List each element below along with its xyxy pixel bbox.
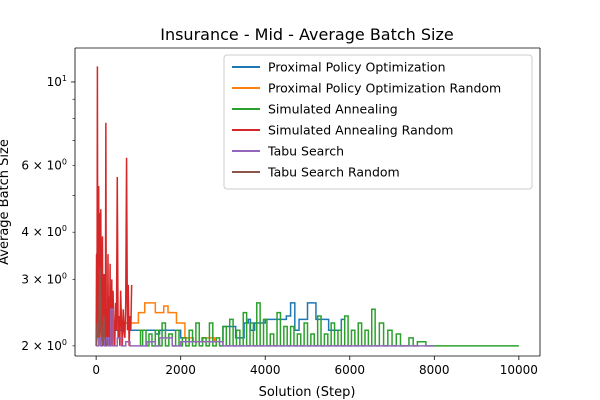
x-tick-label-5: 10000 — [500, 363, 538, 377]
series-line-5 — [95, 268, 108, 346]
series-line-4 — [96, 308, 435, 347]
y-tick-label-y_minor_ticks-3: 6 × 100 — [21, 158, 67, 173]
x-axis-label: Solution (Step) — [259, 385, 356, 400]
legend: Proximal Policy Optimization Proximal Pol… — [223, 54, 533, 190]
x-tick-label-4: 8000 — [419, 363, 450, 377]
y-tick-base: 6 × 10 — [21, 159, 62, 173]
y-tick-exponent: 0 — [62, 271, 67, 280]
y-tick-exponent: 0 — [62, 158, 67, 167]
chart-title: Insurance - Mid - Average Batch Size — [160, 25, 454, 44]
x-tick-label-2: 4000 — [250, 363, 281, 377]
y-axis-label: Average Batch Size — [0, 139, 12, 265]
legend-label-1: Proximal Policy Optimization Random — [268, 81, 501, 96]
legend-label-0: Proximal Policy Optimization — [268, 60, 446, 75]
y-tick-base: 2 × 10 — [21, 339, 62, 353]
legend-label-4: Tabu Search — [267, 144, 344, 159]
series-layer — [95, 66, 519, 347]
x-tick-label-3: 6000 — [334, 363, 365, 377]
y-tick-exponent: 1 — [62, 74, 67, 83]
y-tick-label-y_major_ticks-0: 101 — [47, 74, 67, 89]
y-tick-label-y_minor_ticks-1: 3 × 100 — [21, 271, 67, 286]
series-line-3 — [95, 66, 133, 346]
y-tick-label-y_minor_ticks-0: 2 × 100 — [21, 338, 67, 353]
y-tick-exponent: 0 — [62, 224, 67, 233]
legend-box — [223, 54, 533, 190]
y-tick-base: 4 × 10 — [21, 225, 62, 239]
y-tick-base: 3 × 10 — [21, 272, 62, 286]
x-tick-label-1: 2000 — [165, 363, 196, 377]
x-tick-label-0: 0 — [92, 363, 100, 377]
y-tick-label-y_minor_ticks-2: 4 × 100 — [21, 224, 67, 239]
legend-label-3: Simulated Annealing Random — [268, 123, 453, 138]
y-tick-exponent: 0 — [62, 338, 67, 347]
y-tick-base: 10 — [47, 75, 62, 89]
legend-label-5: Tabu Search Random — [267, 165, 400, 180]
legend-label-2: Simulated Annealing — [268, 102, 398, 117]
